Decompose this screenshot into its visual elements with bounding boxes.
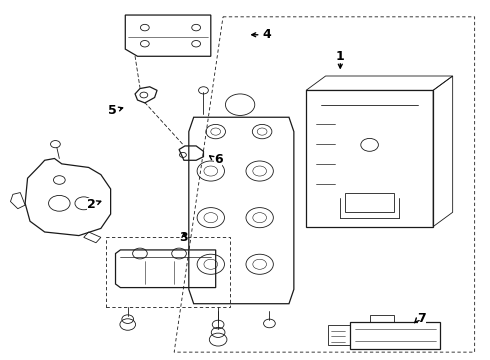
Text: 4: 4 bbox=[263, 28, 271, 41]
Text: 3: 3 bbox=[180, 231, 188, 244]
Text: 7: 7 bbox=[417, 311, 426, 325]
Text: 2: 2 bbox=[87, 198, 96, 211]
Bar bbox=[345, 193, 394, 212]
Bar bbox=[106, 237, 230, 307]
Text: 5: 5 bbox=[108, 104, 117, 117]
Text: 6: 6 bbox=[214, 153, 222, 166]
Text: 1: 1 bbox=[336, 50, 344, 63]
